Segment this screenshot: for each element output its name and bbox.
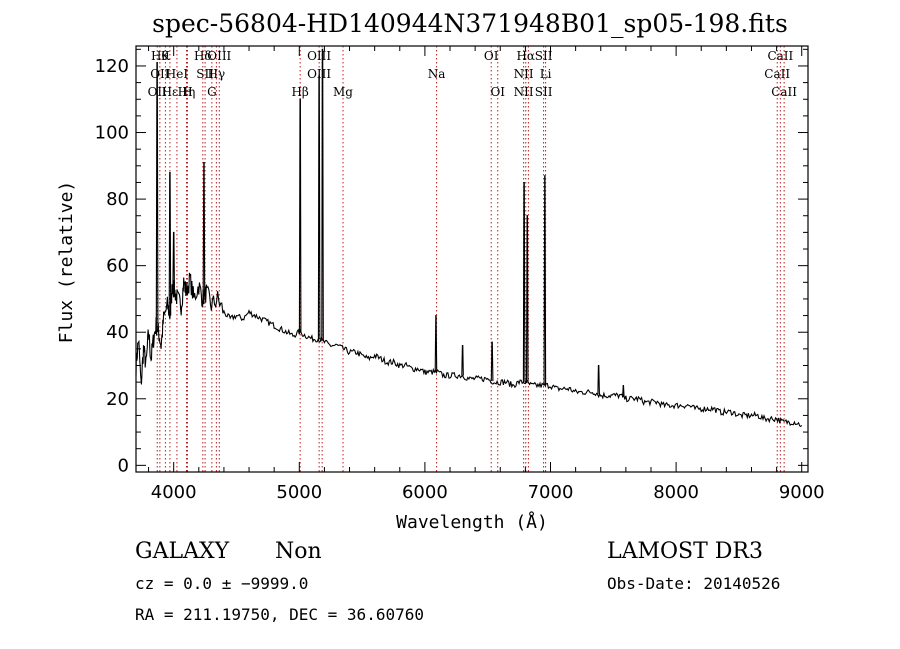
x-tick-label-1: 5000 xyxy=(276,482,322,503)
redshift-line: cz = 0.0 ± −9999.0 xyxy=(135,574,308,593)
obs-date: Obs-Date: 20140526 xyxy=(607,574,780,593)
line-label-1-1: OII xyxy=(150,67,170,81)
spectrum-line xyxy=(135,272,803,428)
line-label-17-0: OI xyxy=(484,49,499,63)
emission-peak-14 xyxy=(622,384,625,398)
y-tick-label-3: 60 xyxy=(106,256,129,277)
line-label-18-0: OI xyxy=(490,85,505,99)
line-label-15-0: Mg xyxy=(333,85,353,99)
line-label-5-0: K xyxy=(161,49,171,63)
line-label-10-0: G xyxy=(207,85,217,99)
line-label-1-0: Hθ xyxy=(151,49,169,63)
emission-peak-12 xyxy=(543,175,547,386)
line-label-22-1: SII xyxy=(535,85,553,99)
x-tick-label-0: 4000 xyxy=(151,482,197,503)
line-label-19-1: NII xyxy=(514,85,534,99)
emission-peak-4 xyxy=(298,98,302,333)
emission-peak-0 xyxy=(155,62,159,329)
line-label-22-0: SII xyxy=(535,49,553,63)
emission-peak-layer xyxy=(155,48,625,398)
x-axis-label: Wavelength (Å) xyxy=(396,511,548,533)
emission-peak-13 xyxy=(597,364,600,395)
coordinates-line: RA = 211.19750, DEC = 36.60760 xyxy=(135,605,424,624)
y-tick-label-1: 20 xyxy=(106,389,129,410)
emission-peak-9 xyxy=(490,341,494,382)
line-label-4-0: Hη xyxy=(178,85,196,99)
survey-label: LAMOST DR3 xyxy=(607,539,763,564)
line-label-20-0: Hα xyxy=(516,49,535,63)
line-label-26-0: CaII xyxy=(771,85,797,99)
x-tick-label-5: 9000 xyxy=(779,482,825,503)
x-tick-label-2: 6000 xyxy=(402,482,448,503)
y-tick-label-2: 40 xyxy=(106,322,129,343)
emission-peak-7 xyxy=(434,315,438,373)
line-label-23-0: Li xyxy=(540,67,552,81)
line-label-24-0: CaII xyxy=(764,67,790,81)
line-label-13-1: OIII xyxy=(307,67,331,81)
line-label-16-0: Na xyxy=(428,67,446,81)
line-marker-layer xyxy=(156,46,785,472)
emission-peak-11 xyxy=(525,215,529,384)
emission-peak-1 xyxy=(168,171,172,316)
x-tick-label-3: 7000 xyxy=(528,482,574,503)
emission-peak-2 xyxy=(172,231,175,290)
emission-peak-10 xyxy=(522,181,526,383)
line-label-25-0: CaII xyxy=(767,49,793,63)
line-label-6-0: H xyxy=(182,85,192,99)
y-axis: 0 20 40 60 80 100 120 xyxy=(95,48,808,476)
emission-peak-6 xyxy=(321,48,324,342)
object-subclass: Non xyxy=(275,539,322,564)
line-label-7-0: Hδ xyxy=(194,49,212,63)
y-tick-label-6: 120 xyxy=(95,56,129,77)
emission-peak-3 xyxy=(202,161,206,297)
line-label-19-0: NII xyxy=(514,67,534,81)
y-tick-label-4: 80 xyxy=(106,189,129,210)
plot-frame xyxy=(135,45,809,473)
line-label-2-0: Hε xyxy=(162,85,179,99)
line-label-11-0: OIII xyxy=(207,49,231,63)
object-class: GALAXY xyxy=(135,539,230,564)
y-tick-label-0: 0 xyxy=(118,455,129,476)
x-axis: 4000 5000 6000 7000 8000 9000 xyxy=(148,46,825,503)
line-label-8-0: SII xyxy=(196,67,214,81)
y-tick-label-5: 100 xyxy=(95,123,129,144)
line-label-layer: OIIHθOIIHεHeIHηKHHδSIIHγGOIIIHβOIIIOIIIM… xyxy=(148,49,798,99)
line-label-13-0: OIII xyxy=(307,49,331,63)
emission-peak-5 xyxy=(317,75,321,340)
line-label-9-0: Hγ xyxy=(208,67,226,81)
chart-title: spec-56804-HD140944N371948B01_sp05-198.f… xyxy=(152,9,788,38)
line-label-3-0: HeI xyxy=(166,67,189,81)
line-label-12-0: Hβ xyxy=(291,85,308,99)
x-tick-label-4: 8000 xyxy=(653,482,699,503)
y-axis-label: Flux (relative) xyxy=(56,181,77,344)
emission-peak-8 xyxy=(461,344,464,376)
